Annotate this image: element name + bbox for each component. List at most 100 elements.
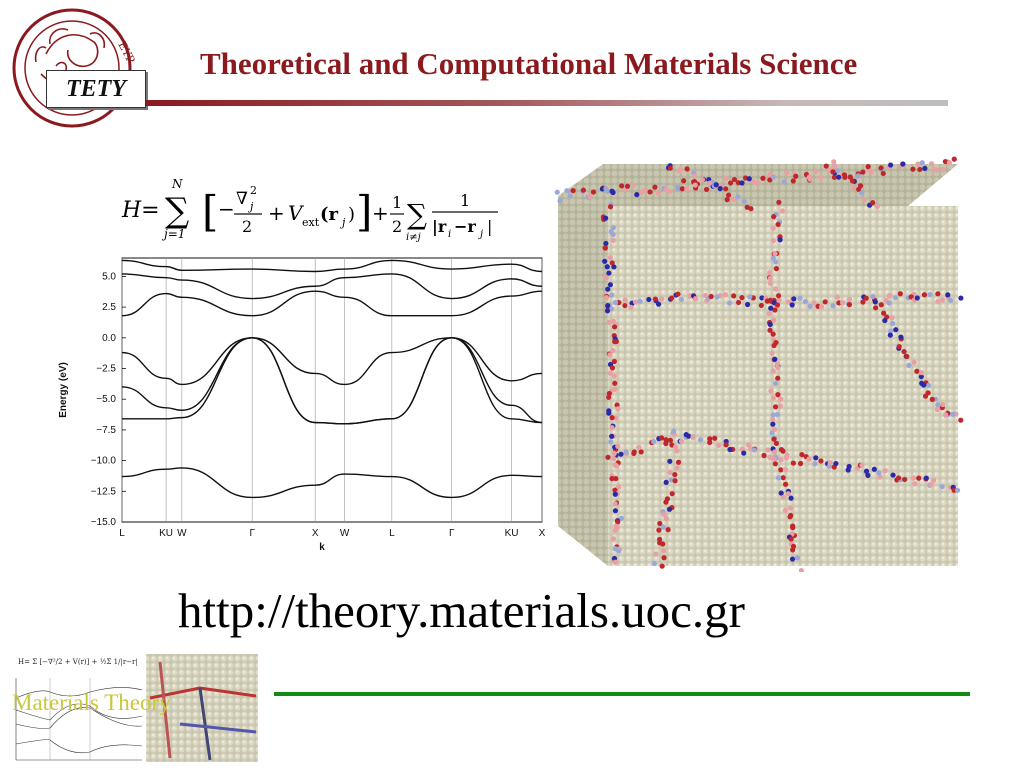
boundary-atom xyxy=(713,182,719,188)
boundary-atom xyxy=(772,449,778,455)
boundary-atom xyxy=(780,475,786,481)
boundary-atom xyxy=(876,470,882,476)
boundary-atom xyxy=(939,483,945,490)
boundary-atom xyxy=(922,165,928,171)
boundary-atom xyxy=(781,179,787,185)
boundary-atom xyxy=(904,353,910,360)
boundary-atom xyxy=(770,174,776,180)
boundary-atom xyxy=(845,467,851,473)
kinetic-sub: j xyxy=(247,200,254,213)
boundary-atom xyxy=(910,166,916,172)
boundary-atom xyxy=(958,417,964,423)
boundary-atom xyxy=(896,343,902,350)
boundary-atom xyxy=(791,296,797,302)
boundary-atom xyxy=(671,428,677,434)
energy-band-line xyxy=(122,337,543,425)
boundary-atom xyxy=(634,192,640,198)
boundary-atom xyxy=(716,442,722,449)
boundary-atom xyxy=(770,395,777,401)
boundary-atom xyxy=(663,516,669,522)
website-url[interactable]: http://theory.materials.uoc.gr xyxy=(178,583,745,638)
pair-den-i: i xyxy=(448,229,451,240)
y-tick-label: −15.0 xyxy=(91,517,117,528)
boundary-atom xyxy=(699,177,706,183)
boundary-atom xyxy=(610,189,616,196)
boundary-atom xyxy=(871,466,877,472)
boundary-atom xyxy=(611,456,617,462)
boundary-atom xyxy=(661,511,667,518)
x-tick-label: KU xyxy=(159,528,173,539)
sum-upper: N xyxy=(171,177,183,191)
svg-text:∑: ∑ xyxy=(165,191,189,231)
potential-arg-sub: j xyxy=(339,216,346,229)
pair-minus: −r xyxy=(454,217,476,236)
energy-band-line xyxy=(121,290,543,317)
boundary-atom xyxy=(611,450,617,457)
boundary-atom xyxy=(767,321,773,328)
boundary-atom xyxy=(637,298,643,304)
boundary-atom xyxy=(609,260,615,266)
boundary-atom xyxy=(790,547,796,553)
boundary-atom xyxy=(923,475,929,481)
boundary-atom xyxy=(619,183,625,189)
boundary-atom xyxy=(772,307,778,313)
boundary-atom xyxy=(665,527,671,533)
boundary-atom xyxy=(770,331,776,337)
boundary-atom xyxy=(830,303,836,309)
boundary-atom xyxy=(935,402,941,408)
boundary-atom xyxy=(901,348,907,355)
boundary-atom xyxy=(785,491,791,497)
boundary-atom xyxy=(788,495,794,501)
boundary-atom xyxy=(609,424,615,431)
boundary-atom xyxy=(830,169,836,175)
title-underline xyxy=(146,100,948,106)
boundary-atom xyxy=(892,295,899,301)
boundary-atom xyxy=(669,491,675,497)
boundary-atom xyxy=(624,183,631,189)
boundary-atom xyxy=(615,519,621,525)
boundary-atom xyxy=(790,525,796,531)
boundary-atom xyxy=(606,410,612,416)
boundary-atom xyxy=(760,175,766,181)
boundary-atom xyxy=(610,536,616,542)
pair-close: | xyxy=(487,217,492,236)
boundary-atom xyxy=(802,298,808,305)
boundary-atom xyxy=(788,536,794,542)
boundary-atom xyxy=(774,302,781,308)
boundary-atom xyxy=(675,459,682,465)
y-tick-label: −12.5 xyxy=(91,486,117,497)
boundary-atom xyxy=(747,294,753,300)
boundary-atom xyxy=(609,476,615,482)
x-tick-label: L xyxy=(389,528,395,539)
boundary-atom xyxy=(564,188,570,194)
boundary-atom xyxy=(872,299,878,305)
boundary-atom xyxy=(692,182,698,188)
boundary-atom xyxy=(919,160,925,166)
potential-arg: (r xyxy=(320,204,339,225)
equation-lhs: H= xyxy=(121,198,160,223)
kinetic-sup: 2 xyxy=(250,184,257,197)
boundary-atom xyxy=(863,468,870,474)
boundary-atom xyxy=(831,174,837,180)
boundary-atom xyxy=(887,292,893,299)
boundary-atom xyxy=(755,180,761,186)
boundary-atom xyxy=(914,295,920,301)
boundary-atom xyxy=(731,293,737,299)
boundary-atom xyxy=(772,356,778,362)
boundary-atom xyxy=(751,447,758,453)
boundary-atom xyxy=(741,450,747,456)
svg-text:∑: ∑ xyxy=(407,198,427,231)
boundary-atom xyxy=(618,451,624,457)
boundary-atom xyxy=(602,274,609,280)
slide-title: Theoretical and Computational Materials … xyxy=(200,46,858,81)
boundary-atom xyxy=(780,448,786,454)
boundary-atom xyxy=(612,527,618,534)
boundary-atom xyxy=(782,481,789,487)
university-seal-logo: ΕΥΡ xyxy=(12,8,138,128)
boundary-atom xyxy=(660,541,666,547)
boundary-atom xyxy=(778,396,784,402)
boundary-atom xyxy=(850,185,856,191)
boundary-atom xyxy=(606,270,612,276)
boundary-atom xyxy=(836,300,842,306)
boundary-atom xyxy=(631,449,637,455)
